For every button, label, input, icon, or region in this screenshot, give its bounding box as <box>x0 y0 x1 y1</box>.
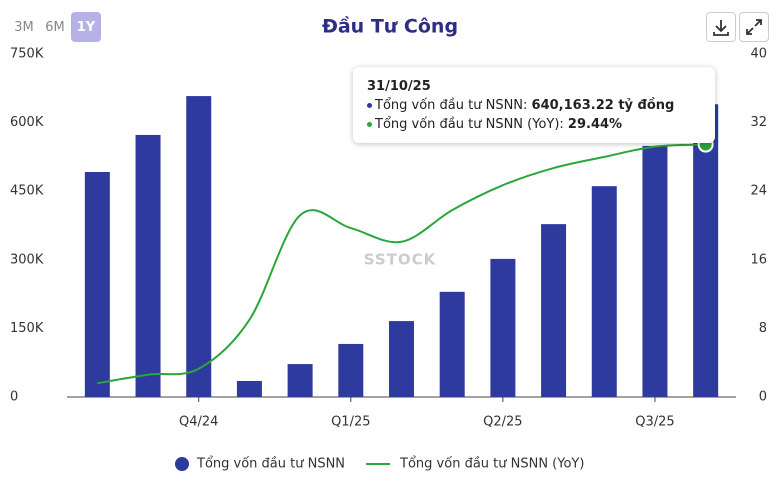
bar <box>439 291 465 397</box>
x-tick-label: Q2/25 <box>483 415 522 430</box>
tooltip-dot <box>367 103 372 108</box>
legend-label: Tổng vốn đầu tư NSNN (YoY) <box>399 457 584 472</box>
bar <box>287 364 313 397</box>
y-tick-label: 450K <box>10 184 44 199</box>
bar <box>693 104 719 397</box>
y-tick-label: 150K <box>10 321 44 336</box>
bar <box>490 258 516 397</box>
x-tick-label: Q3/25 <box>635 415 674 430</box>
line <box>97 143 706 385</box>
bar <box>338 343 364 397</box>
tooltip-label: Tổng vốn đầu tư NSNN (YoY): <box>375 117 568 132</box>
download-button[interactable] <box>706 12 736 42</box>
y2-tick-label: 0 <box>759 390 767 405</box>
watermark: SSTOCK <box>364 251 437 269</box>
x-tick-label: Q4/24 <box>179 415 218 430</box>
bar <box>135 134 161 397</box>
y2-tick-label: 16 <box>750 252 767 267</box>
y2-tick-label: 32 <box>750 115 767 130</box>
bar <box>541 224 567 397</box>
bar <box>84 171 110 397</box>
y-tick-label: 750K <box>10 47 44 62</box>
range-button[interactable]: 3M <box>14 19 34 35</box>
bar <box>591 186 617 397</box>
tooltip-label: Tổng vốn đầu tư NSNN: <box>375 98 532 113</box>
y-tick-label: 300K <box>10 252 44 267</box>
bar <box>236 380 262 397</box>
tooltip-row: Tổng vốn đầu tư NSNN (YoY): 29.44% <box>367 115 701 134</box>
y-tick-label: 0 <box>10 390 18 405</box>
tooltip-dot <box>367 122 372 127</box>
range-button[interactable]: 6M <box>45 19 65 35</box>
legend-label: Tổng vốn đầu tư NSNN <box>196 457 345 472</box>
legend-marker <box>175 457 189 471</box>
chart-title: Đầu Tư Công <box>322 15 458 38</box>
x-tick-label: Q1/25 <box>331 415 370 430</box>
bar <box>642 145 668 397</box>
tooltip-title: 31/10/25 <box>367 79 431 94</box>
y2-tick-label: 24 <box>750 184 767 199</box>
y2-tick-label: 8 <box>759 321 767 336</box>
tooltip-value: 29.44% <box>567 117 623 132</box>
bar <box>186 96 212 397</box>
y2-tick-label: 40 <box>750 47 767 62</box>
tooltip: 31/10/25 Tổng vốn đầu tư NSNN: 640,163.22… <box>353 67 715 143</box>
tooltip-value: 640,163.22 tỷ đồng <box>531 98 675 113</box>
expand-button[interactable] <box>739 12 769 42</box>
y-tick-label: 600K <box>10 115 44 130</box>
tooltip-row: Tổng vốn đầu tư NSNN: 640,163.22 tỷ đồng <box>367 96 701 115</box>
bar <box>389 321 414 397</box>
range-button[interactable]: 1Y <box>71 12 101 42</box>
